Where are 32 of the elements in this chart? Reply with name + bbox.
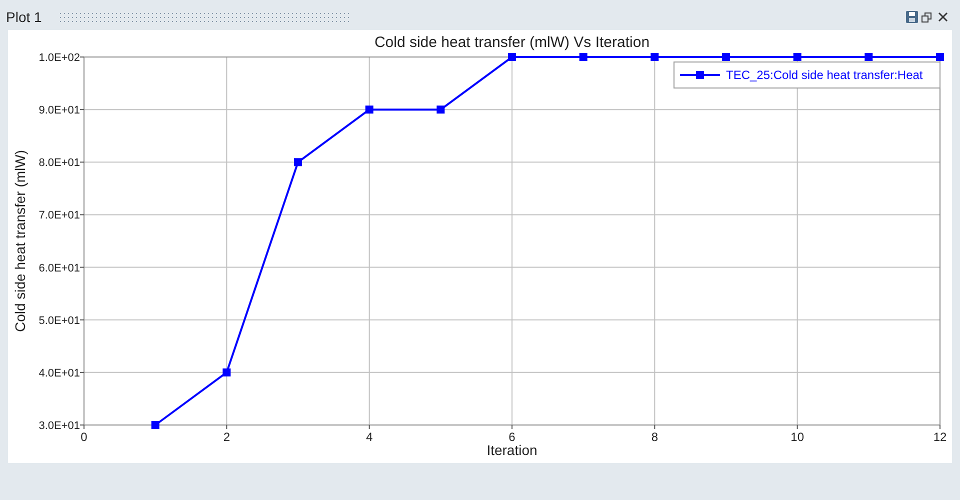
point bbox=[222, 368, 231, 376]
x-tick-label: 8 bbox=[651, 430, 658, 444]
point bbox=[365, 106, 374, 114]
y-tick-label: 5.0E+01 bbox=[38, 314, 80, 327]
point bbox=[436, 106, 445, 114]
point bbox=[294, 158, 302, 166]
point bbox=[508, 53, 516, 61]
x-axis-title: Iteration bbox=[486, 442, 538, 458]
y-tick-label: 8.0E+01 bbox=[38, 157, 80, 170]
y-tick-label: 4.0E+01 bbox=[38, 367, 80, 380]
point bbox=[864, 53, 873, 61]
x-tick-label: 4 bbox=[366, 430, 373, 444]
y-tick-label: 1.0E+02 bbox=[38, 52, 80, 64]
chart-title: Cold side heat transfer (mlW) Vs Iteration bbox=[374, 34, 650, 51]
x-tick-label: 12 bbox=[933, 430, 947, 444]
y-tick-label: 3.0E+01 bbox=[38, 420, 80, 432]
point bbox=[579, 53, 588, 61]
x-tick-label: 10 bbox=[790, 430, 804, 444]
point bbox=[722, 53, 730, 61]
x-tick-label: 6 bbox=[508, 430, 516, 444]
point bbox=[793, 53, 802, 61]
y-tick-label: 9.0E+01 bbox=[38, 104, 80, 117]
legend-label: TEC_25:Cold side heat transfer:Heat bbox=[726, 68, 924, 82]
point bbox=[151, 421, 160, 429]
y-tick-label: 7.0E+01 bbox=[38, 210, 80, 222]
y-tick-label: 6.0E+01 bbox=[38, 262, 80, 274]
point bbox=[650, 53, 659, 61]
text: Plot 1 bbox=[6, 9, 42, 25]
x-tick-label: 2 bbox=[223, 430, 230, 444]
y-axis-title: Cold side heat transfer (mlW) bbox=[12, 150, 28, 332]
point bbox=[936, 53, 944, 61]
x-tick-label: 0 bbox=[80, 430, 88, 444]
